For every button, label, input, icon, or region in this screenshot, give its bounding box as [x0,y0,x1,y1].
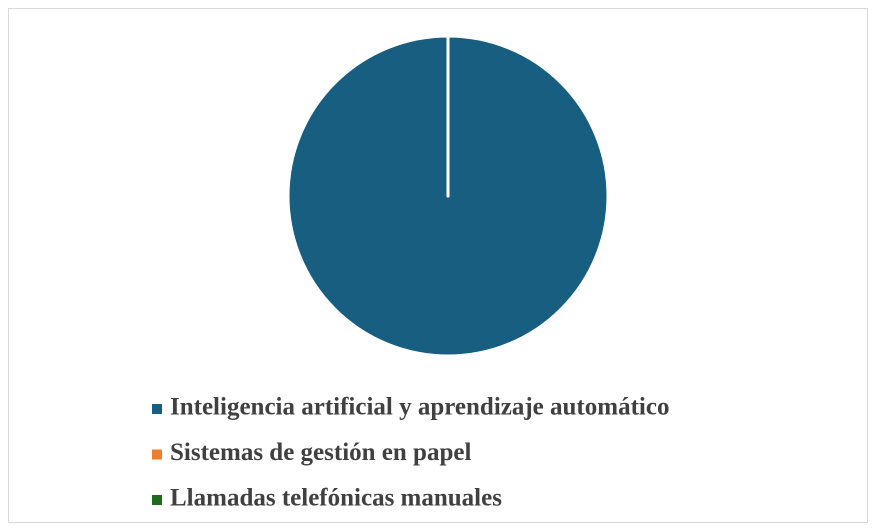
legend-swatch [152,404,162,414]
legend-swatch [152,495,162,505]
legend-swatch [152,449,162,460]
legend-label: Sistemas de gestión en papel [170,439,471,466]
legend-label: Inteligencia artificial y aprendizaje au… [170,394,669,421]
legend-label: Llamadas telefónicas manuales [170,485,502,512]
